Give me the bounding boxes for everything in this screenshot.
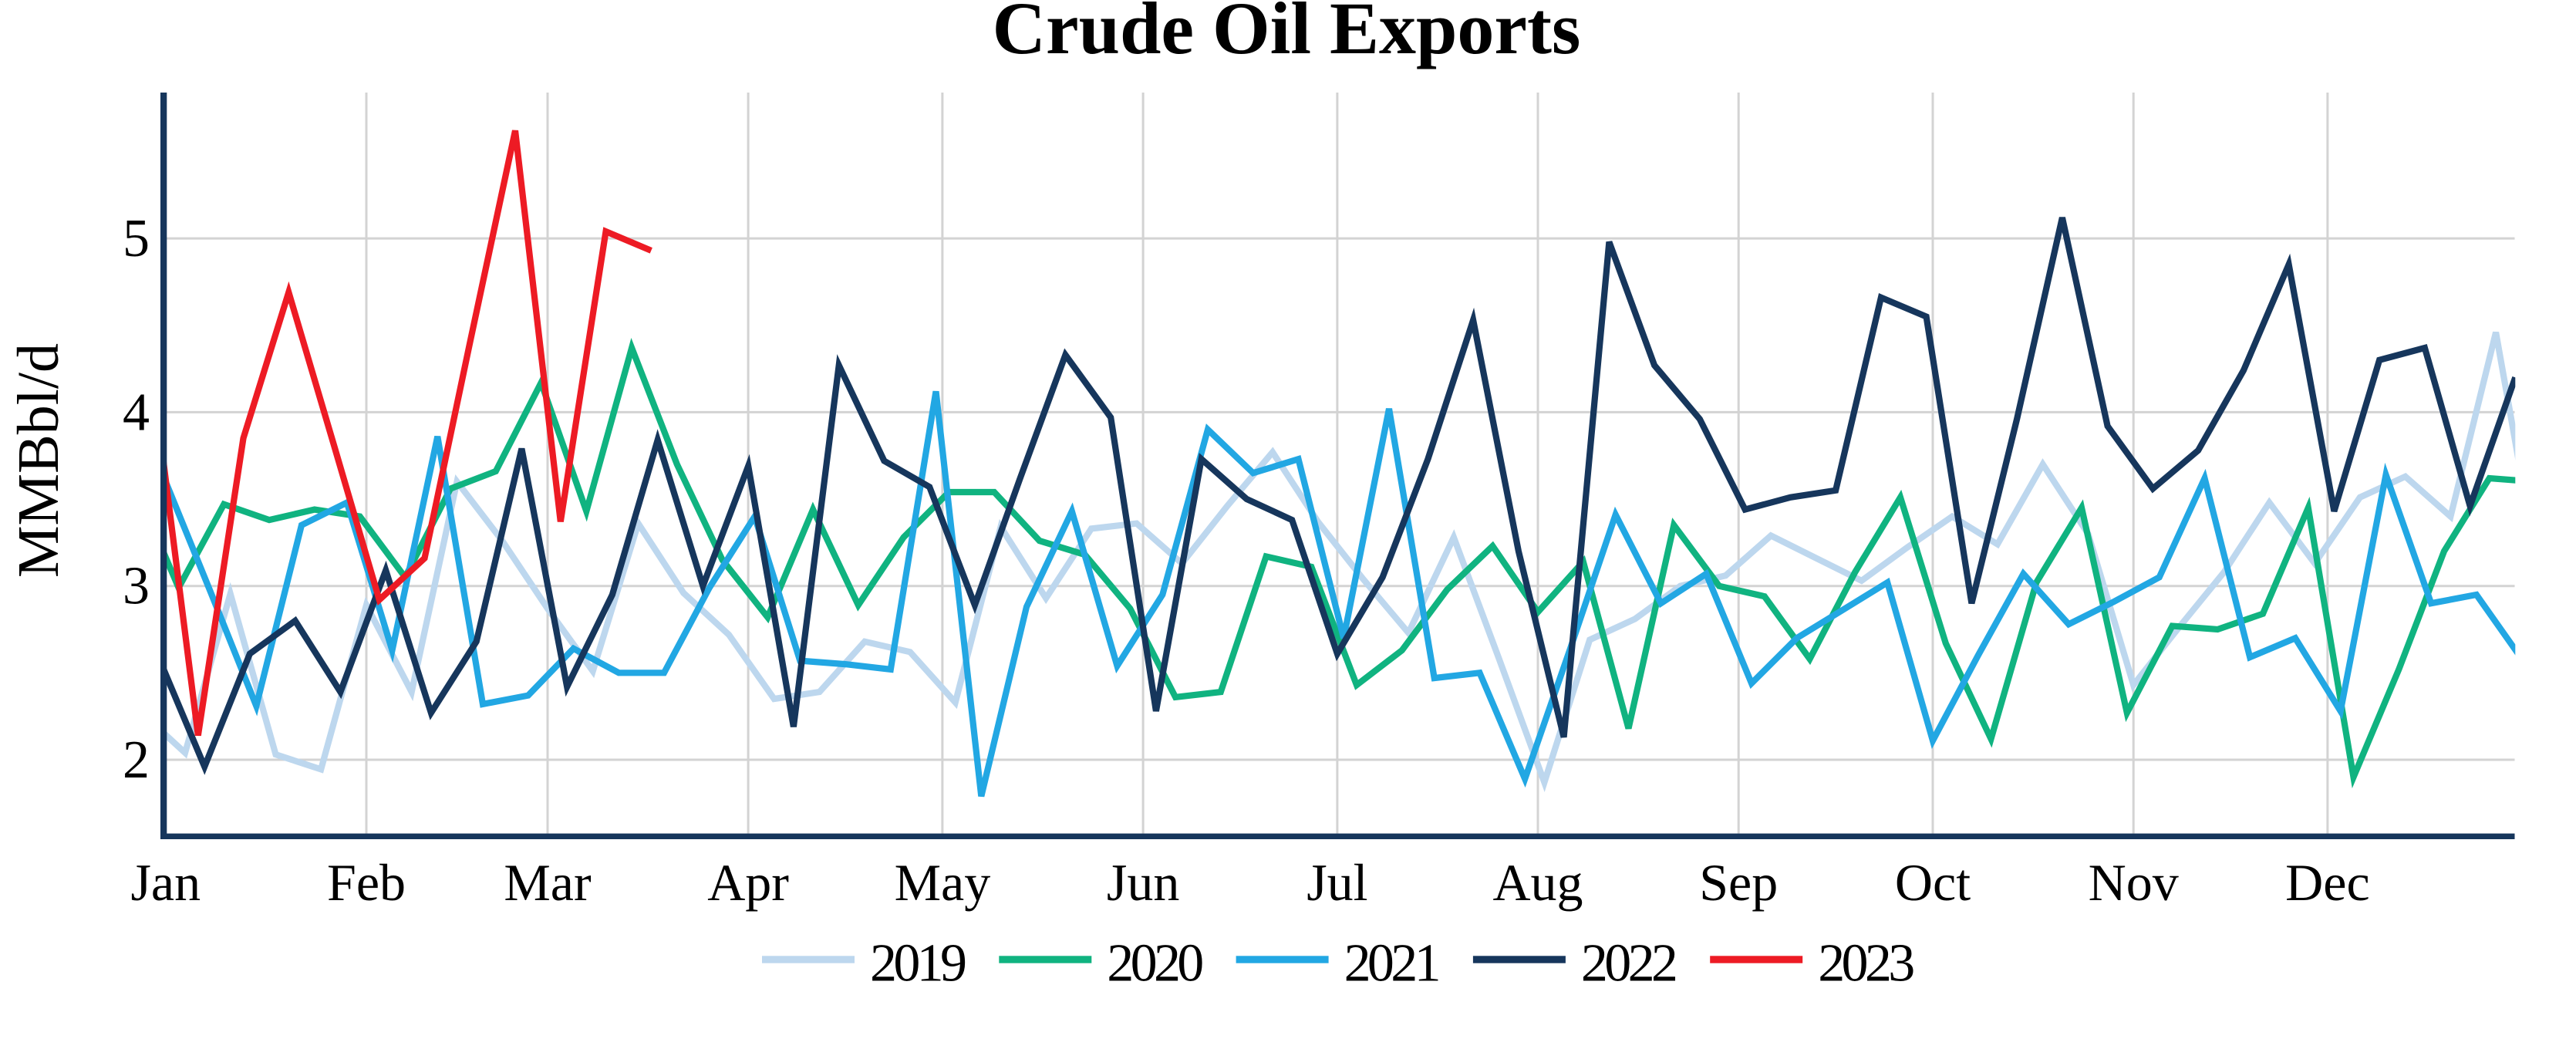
svg-text:Apr: Apr: [707, 853, 789, 912]
svg-text:5: 5: [123, 209, 150, 268]
svg-text:May: May: [895, 853, 991, 912]
svg-text:Jun: Jun: [1107, 853, 1179, 912]
svg-text:Jul: Jul: [1307, 853, 1367, 912]
svg-text:3: 3: [123, 557, 150, 616]
svg-text:Sep: Sep: [1699, 853, 1778, 912]
svg-text:MMBbl/d: MMBbl/d: [6, 343, 71, 578]
svg-text:2023: 2023: [1818, 934, 1915, 993]
svg-text:Nov: Nov: [2089, 853, 2179, 912]
svg-text:Aug: Aug: [1492, 853, 1583, 912]
svg-text:2022: 2022: [1581, 934, 1678, 993]
svg-text:Oct: Oct: [1895, 853, 1971, 912]
svg-text:Dec: Dec: [2285, 853, 2369, 912]
svg-text:2019: 2019: [870, 934, 967, 993]
svg-text:Jan: Jan: [130, 853, 201, 912]
svg-text:2: 2: [123, 730, 150, 790]
svg-text:2021: 2021: [1344, 934, 1441, 993]
svg-text:2020: 2020: [1107, 934, 1204, 993]
svg-text:4: 4: [123, 383, 150, 442]
svg-text:Crude Oil Exports: Crude Oil Exports: [993, 0, 1581, 69]
svg-text:Feb: Feb: [327, 853, 406, 912]
svg-text:Mar: Mar: [504, 853, 592, 912]
